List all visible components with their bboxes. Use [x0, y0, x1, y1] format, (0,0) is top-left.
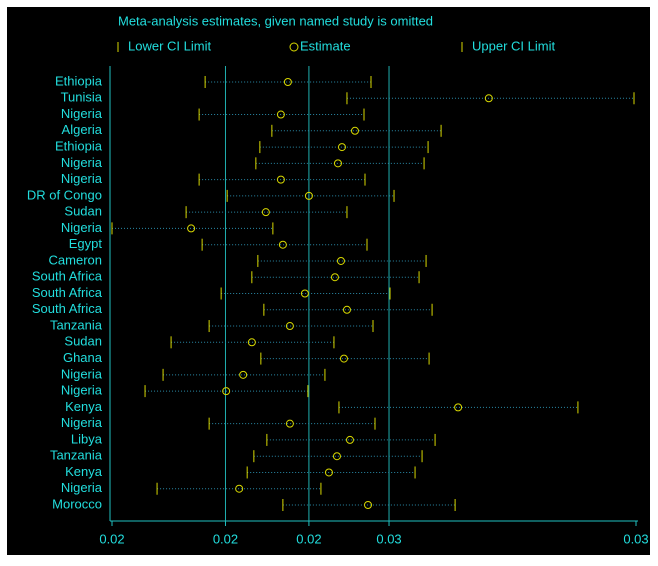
estimate — [339, 354, 348, 363]
x-tick-label: 0.02 — [99, 531, 124, 546]
x-tick-label: 0.02 — [296, 531, 321, 546]
y-tick-label: Ethiopia — [55, 139, 103, 154]
estimate — [363, 501, 372, 509]
estimate — [336, 256, 345, 265]
estimate — [333, 159, 342, 168]
y-tick-label: Kenya — [65, 399, 103, 414]
y-tick-label: Nigeria — [61, 415, 103, 430]
estimate — [261, 208, 270, 217]
estimate — [454, 403, 463, 412]
x-tick-label: 0.03 — [623, 531, 648, 546]
y-tick-label: Sudan — [64, 334, 102, 349]
estimate — [330, 273, 339, 282]
estimate — [350, 126, 359, 135]
estimate — [484, 94, 493, 103]
y-tick-label: Nigeria — [61, 383, 103, 398]
estimate — [278, 240, 287, 249]
y-tick-label: Nigeria — [61, 171, 103, 186]
y-tick-label: Cameron — [49, 252, 102, 267]
y-tick-label: Nigeria — [61, 106, 103, 121]
estimate — [300, 289, 309, 298]
y-tick-label: Ghana — [63, 350, 103, 365]
estimate — [235, 484, 244, 493]
y-tick-label: Nigeria — [61, 220, 103, 235]
legend-label: Estimate — [300, 38, 351, 53]
estimate — [332, 452, 341, 461]
estimate — [345, 435, 354, 444]
estimate — [283, 78, 292, 86]
legend-label: Upper CI Limit — [472, 38, 555, 53]
estimate — [304, 191, 313, 200]
chart-title: Meta-analysis estimates, given named stu… — [118, 13, 433, 28]
y-tick-label: Kenya — [65, 464, 103, 479]
estimate — [247, 338, 256, 347]
estimate — [337, 143, 346, 152]
y-tick-label: Egypt — [69, 236, 103, 251]
y-tick-label: Morocco — [52, 496, 102, 511]
y-tick-label: Tanzania — [50, 317, 103, 332]
y-tick-label: South Africa — [32, 301, 103, 316]
y-tick-label: Algeria — [62, 122, 103, 137]
y-tick-label: Nigeria — [61, 155, 103, 170]
y-tick-label: Tunisia — [61, 90, 103, 105]
estimate — [222, 387, 231, 396]
estimate — [285, 322, 294, 331]
y-tick-label: South Africa — [32, 269, 103, 284]
legend-symbol — [289, 42, 299, 52]
estimate — [276, 175, 285, 184]
estimate — [276, 110, 285, 119]
y-tick-label: Libya — [71, 431, 103, 446]
x-tick-label: 0.02 — [213, 531, 238, 546]
estimate — [285, 419, 294, 428]
estimate — [324, 468, 333, 477]
y-tick-label: Tanzania — [50, 448, 103, 463]
estimate — [342, 305, 351, 314]
y-tick-label: Sudan — [64, 204, 102, 219]
y-tick-label: DR of Congo — [27, 187, 102, 202]
estimate — [187, 224, 196, 233]
y-tick-label: Nigeria — [61, 480, 103, 495]
y-tick-label: South Africa — [32, 285, 103, 300]
legend-label: Lower CI Limit — [128, 38, 211, 53]
estimate — [239, 370, 248, 379]
y-tick-label: Nigeria — [61, 366, 103, 381]
x-tick-label: 0.03 — [376, 531, 401, 546]
y-tick-label: Ethiopia — [55, 73, 103, 88]
